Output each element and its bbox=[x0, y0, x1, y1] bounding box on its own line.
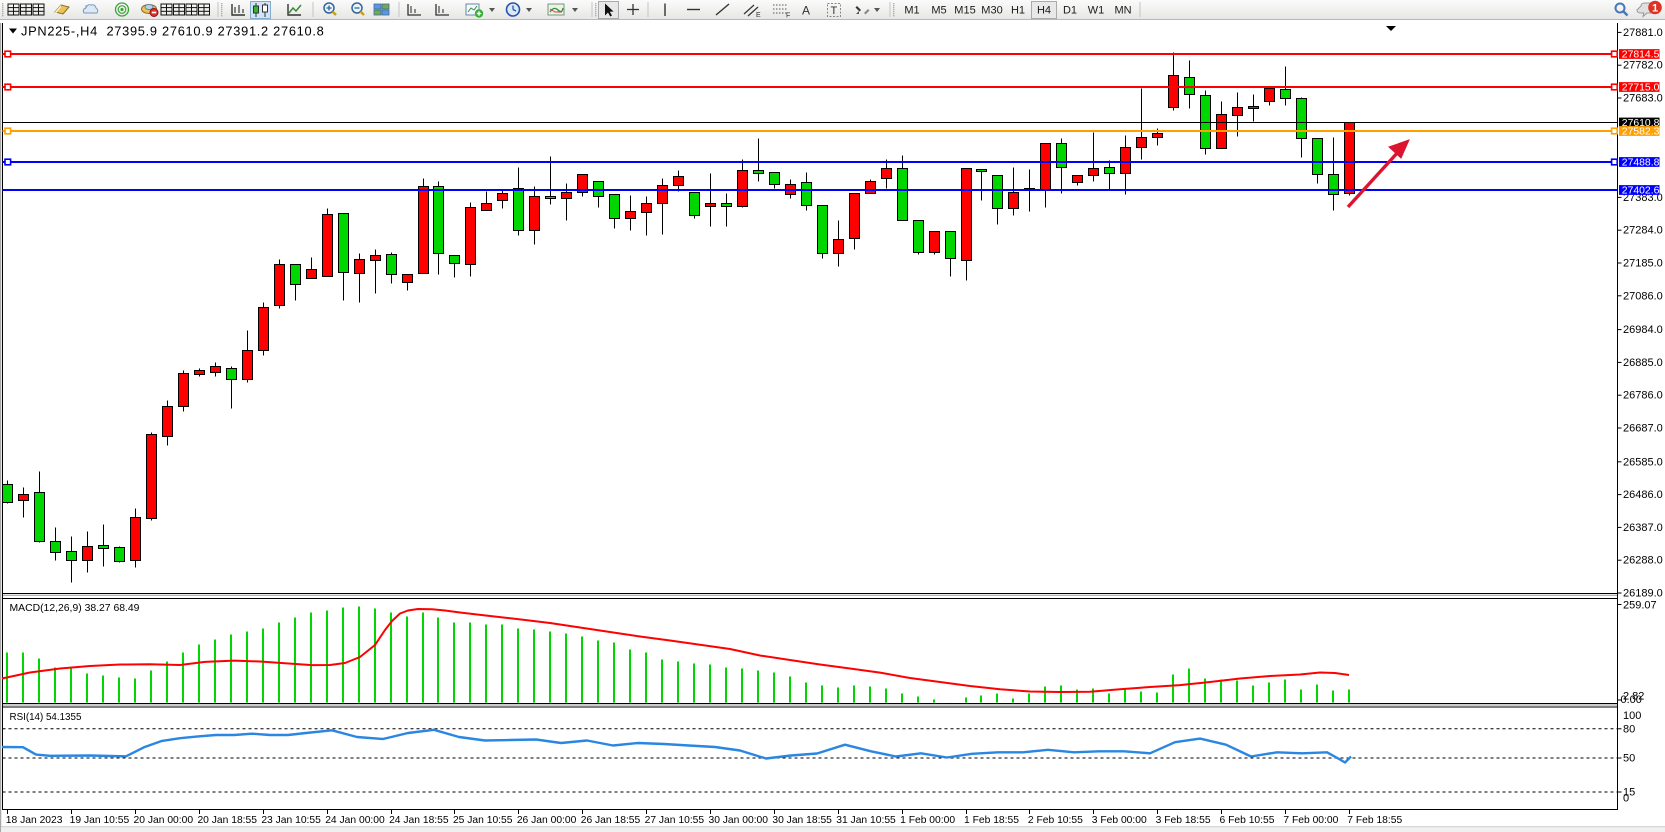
svg-text:MACD(12,26,9) 38.27 68.49: MACD(12,26,9) 38.27 68.49 bbox=[10, 603, 140, 614]
svg-text:26288.0: 26288.0 bbox=[1623, 555, 1663, 567]
svg-text:M5: M5 bbox=[931, 5, 946, 17]
svg-text:27185.0: 27185.0 bbox=[1623, 258, 1663, 270]
svg-text:26585.0: 26585.0 bbox=[1623, 456, 1663, 468]
svg-text:25 Jan 10:55: 25 Jan 10:55 bbox=[453, 815, 513, 826]
svg-text:7 Feb 18:55: 7 Feb 18:55 bbox=[1347, 815, 1402, 826]
svg-text:26 Jan 18:55: 26 Jan 18:55 bbox=[581, 815, 641, 826]
svg-text:23 Jan 10:55: 23 Jan 10:55 bbox=[261, 815, 321, 826]
svg-text:20 Jan 00:00: 20 Jan 00:00 bbox=[134, 815, 194, 826]
svg-text:24 Jan 00:00: 24 Jan 00:00 bbox=[325, 815, 385, 826]
svg-text:26 Jan 00:00: 26 Jan 00:00 bbox=[517, 815, 577, 826]
svg-text:27582.3: 27582.3 bbox=[1622, 127, 1660, 138]
svg-text:50: 50 bbox=[1623, 753, 1635, 765]
svg-text:27881.0: 27881.0 bbox=[1623, 27, 1663, 39]
svg-text:W1: W1 bbox=[1088, 5, 1105, 17]
svg-text:26786.0: 26786.0 bbox=[1623, 390, 1663, 402]
svg-text:1 Feb 18:55: 1 Feb 18:55 bbox=[964, 815, 1019, 826]
svg-text:30 Jan 00:00: 30 Jan 00:00 bbox=[708, 815, 768, 826]
svg-text:27488.8: 27488.8 bbox=[1622, 158, 1660, 169]
svg-text:259.07: 259.07 bbox=[1623, 600, 1657, 612]
svg-text:E: E bbox=[756, 12, 761, 19]
svg-text:26984.0: 26984.0 bbox=[1623, 324, 1663, 336]
svg-text:F: F bbox=[786, 13, 790, 20]
svg-text:20 Jan 18:55: 20 Jan 18:55 bbox=[197, 815, 257, 826]
svg-text:MN: MN bbox=[1114, 5, 1131, 17]
svg-text:A: A bbox=[802, 4, 810, 18]
svg-text:RSI(14) 54.1355: RSI(14) 54.1355 bbox=[10, 712, 82, 723]
svg-text:24 Jan 18:55: 24 Jan 18:55 bbox=[389, 815, 449, 826]
svg-text:27814.5: 27814.5 bbox=[1622, 50, 1660, 61]
svg-text:M30: M30 bbox=[981, 5, 1002, 17]
svg-text:2.82: 2.82 bbox=[1623, 691, 1644, 703]
svg-text:H4: H4 bbox=[1037, 5, 1051, 17]
svg-text:26486.0: 26486.0 bbox=[1623, 489, 1663, 501]
svg-text:JPN225-,H4 27395.9 27610.9 27: JPN225-,H4 27395.9 27610.9 27391.2 27610… bbox=[21, 24, 324, 39]
svg-text:26885.0: 26885.0 bbox=[1623, 357, 1663, 369]
svg-text:19 Jan 10:55: 19 Jan 10:55 bbox=[70, 815, 130, 826]
svg-text:26387.0: 26387.0 bbox=[1623, 522, 1663, 534]
svg-text:26189.0: 26189.0 bbox=[1623, 588, 1663, 600]
svg-text:7 Feb 00:00: 7 Feb 00:00 bbox=[1283, 815, 1338, 826]
svg-text:27715.0: 27715.0 bbox=[1622, 83, 1660, 94]
svg-text:6 Feb 10:55: 6 Feb 10:55 bbox=[1220, 815, 1275, 826]
svg-text:1 Feb 00:00: 1 Feb 00:00 bbox=[900, 815, 955, 826]
svg-text:0: 0 bbox=[1623, 793, 1629, 805]
svg-text:H1: H1 bbox=[1011, 5, 1025, 17]
svg-text:T: T bbox=[831, 5, 838, 17]
svg-text:27782.0: 27782.0 bbox=[1623, 60, 1663, 72]
svg-text:D1: D1 bbox=[1063, 5, 1077, 17]
svg-text:3 Feb 00:00: 3 Feb 00:00 bbox=[1092, 815, 1147, 826]
svg-text:80: 80 bbox=[1623, 723, 1635, 735]
svg-text:18 Jan 2023: 18 Jan 2023 bbox=[6, 815, 63, 826]
svg-text:27086.0: 27086.0 bbox=[1623, 290, 1663, 302]
svg-text:0.00: 0.00 bbox=[1621, 694, 1642, 706]
svg-text:27610.8: 27610.8 bbox=[1622, 118, 1660, 129]
svg-text:3 Feb 18:55: 3 Feb 18:55 bbox=[1156, 815, 1211, 826]
svg-text:100: 100 bbox=[1623, 710, 1641, 722]
svg-text:30 Jan 18:55: 30 Jan 18:55 bbox=[772, 815, 832, 826]
svg-text:27402.6: 27402.6 bbox=[1622, 186, 1660, 197]
svg-text:27 Jan 10:55: 27 Jan 10:55 bbox=[645, 815, 705, 826]
svg-text:M1: M1 bbox=[904, 5, 919, 17]
svg-text:M15: M15 bbox=[954, 5, 975, 17]
svg-text:31 Jan 10:55: 31 Jan 10:55 bbox=[836, 815, 896, 826]
svg-text:27284.0: 27284.0 bbox=[1623, 225, 1663, 237]
svg-text:27683.0: 27683.0 bbox=[1623, 93, 1663, 105]
svg-text:1: 1 bbox=[1652, 3, 1658, 15]
svg-text:2 Feb 10:55: 2 Feb 10:55 bbox=[1028, 815, 1083, 826]
svg-text:26687.0: 26687.0 bbox=[1623, 423, 1663, 435]
svg-text:15: 15 bbox=[1623, 787, 1635, 799]
